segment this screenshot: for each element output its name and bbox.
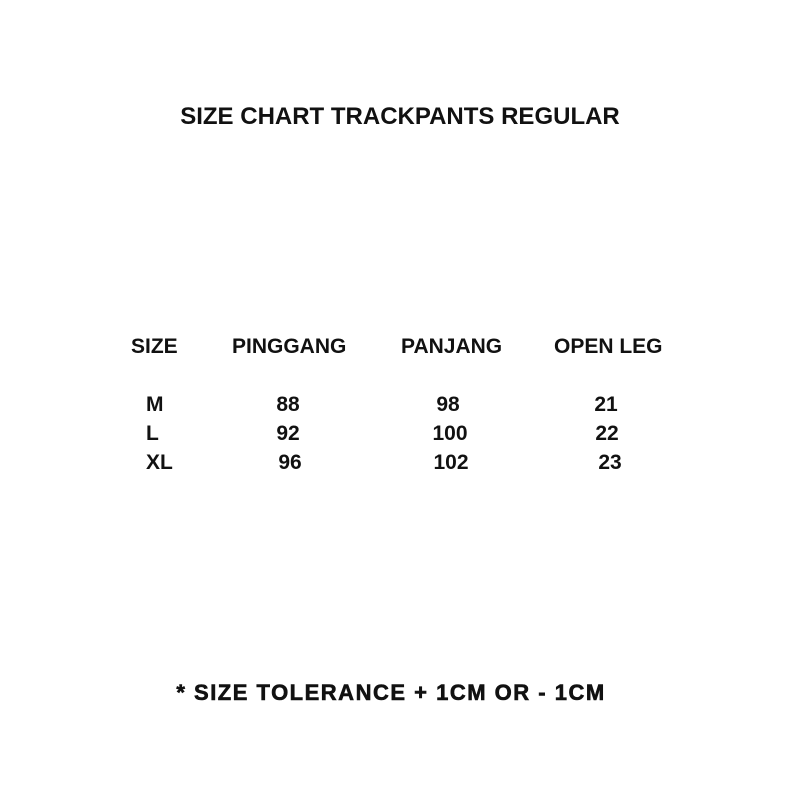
- open-leg-cell: 22: [595, 422, 619, 445]
- pinggang-cell: 88: [276, 393, 300, 416]
- open-leg-cell: 23: [598, 451, 622, 474]
- size-cell: M: [146, 393, 164, 416]
- page-title: SIZE CHART TRACKPANTS REGULAR: [180, 103, 620, 130]
- size-cell: L: [146, 422, 159, 445]
- size-tolerance-note: * SIZE TOLERANCE + 1CM OR - 1CM: [176, 680, 606, 706]
- header-pinggang: PINGGANG: [232, 335, 347, 358]
- pinggang-cell: 92: [276, 422, 300, 445]
- header-size: SIZE: [131, 335, 178, 358]
- panjang-cell: 102: [433, 451, 469, 474]
- open-leg-cell: 21: [594, 393, 618, 416]
- header-panjang: PANJANG: [401, 335, 503, 358]
- header-open-leg: OPEN LEG: [554, 335, 663, 358]
- panjang-cell: 98: [436, 393, 460, 416]
- size-cell: XL: [146, 451, 173, 474]
- pinggang-cell: 96: [278, 451, 302, 474]
- panjang-cell: 100: [432, 422, 468, 445]
